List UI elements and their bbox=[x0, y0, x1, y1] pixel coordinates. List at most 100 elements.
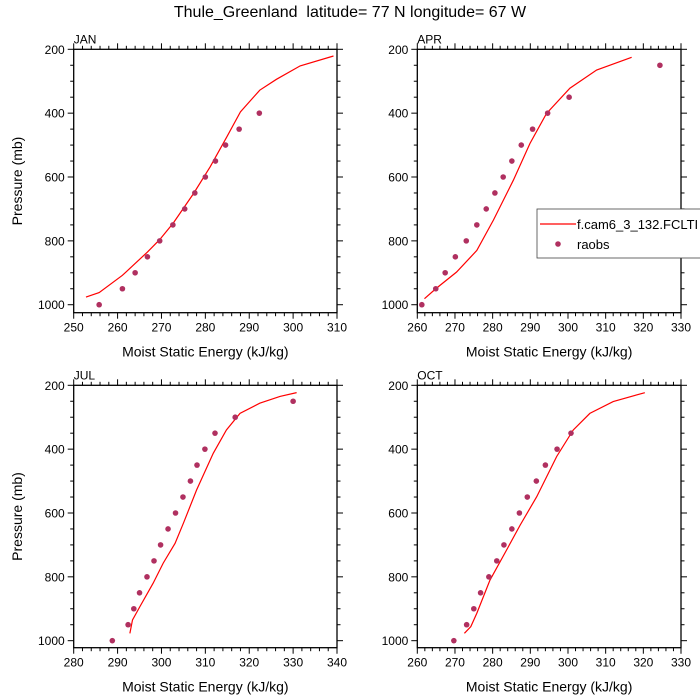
raobs-point bbox=[544, 110, 551, 116]
model-line bbox=[424, 56, 632, 300]
x-tick-label: 270 bbox=[151, 321, 171, 335]
y-tick-label: 200 bbox=[388, 379, 408, 393]
raobs-point bbox=[144, 254, 151, 260]
raobs-point bbox=[165, 526, 171, 532]
raobs-point bbox=[471, 605, 477, 612]
y-tick-label: 400 bbox=[388, 443, 408, 457]
raobs-point bbox=[119, 285, 126, 292]
raobs-point bbox=[419, 301, 425, 308]
raobs-point bbox=[657, 62, 663, 69]
raobs-point bbox=[529, 126, 536, 132]
x-tick-label: 280 bbox=[483, 321, 503, 335]
raobs-point bbox=[452, 254, 459, 260]
model-line bbox=[85, 55, 334, 298]
x-tick-label: 310 bbox=[327, 321, 347, 335]
legend-box bbox=[536, 208, 700, 259]
raobs-point bbox=[212, 158, 219, 164]
raobs-point bbox=[181, 206, 188, 212]
model-line bbox=[129, 392, 297, 634]
x-tick-label: 290 bbox=[520, 656, 540, 670]
panel-apr: 260 270 280 290 300 310 320 330 200 400 600 800 1000… bbox=[382, 32, 692, 359]
plot-frame bbox=[416, 384, 682, 649]
raobs-point bbox=[509, 158, 515, 164]
raobs-point bbox=[202, 174, 209, 180]
raobs-point bbox=[180, 494, 186, 500]
y-tick-label: 400 bbox=[45, 107, 65, 121]
x-tick-label: 330 bbox=[283, 656, 303, 670]
x-axis-label: Moist Static Energy (kJ/kg) bbox=[122, 679, 289, 695]
x-tick-label: 250 bbox=[64, 321, 84, 335]
raobs-point bbox=[144, 574, 150, 580]
raobs-point bbox=[501, 542, 507, 548]
raobs-point bbox=[492, 190, 498, 196]
panel-title: APR bbox=[417, 32, 442, 46]
figure-title: Thule_Greenland latitude= 77 N longitude… bbox=[173, 4, 527, 21]
y-tick-label: 1000 bbox=[382, 634, 409, 648]
x-tick-label: 310 bbox=[596, 656, 616, 670]
y-axis-label: Pressure (mb) bbox=[9, 137, 25, 226]
x-tick-label: 290 bbox=[108, 656, 128, 670]
y-tick-label: 800 bbox=[45, 570, 65, 584]
y-tick-label: 1000 bbox=[38, 634, 65, 648]
x-axis-label: Moist Static Energy (kJ/kg) bbox=[466, 344, 633, 360]
raobs-point bbox=[451, 637, 457, 644]
x-tick-label: 300 bbox=[558, 321, 578, 335]
raobs-point bbox=[236, 126, 242, 132]
raobs-point bbox=[474, 222, 480, 228]
raobs-point bbox=[524, 494, 531, 500]
x-tick-label: 300 bbox=[151, 656, 171, 670]
x-tick-label: 310 bbox=[195, 656, 215, 670]
raobs-point bbox=[125, 621, 131, 628]
raobs-point bbox=[463, 621, 470, 628]
plot-frame bbox=[73, 48, 338, 314]
y-tick-label: 200 bbox=[388, 43, 408, 57]
x-tick-label: 270 bbox=[445, 321, 465, 335]
x-tick-label: 320 bbox=[633, 656, 653, 670]
y-tick-label: 600 bbox=[388, 506, 408, 520]
legend-marker-swatch bbox=[555, 241, 561, 247]
x-tick-label: 270 bbox=[445, 656, 465, 670]
y-tick-label: 800 bbox=[388, 234, 408, 248]
x-tick-label: 290 bbox=[239, 321, 259, 335]
raobs-point bbox=[566, 94, 572, 100]
x-tick-label: 300 bbox=[283, 321, 303, 335]
x-tick-label: 340 bbox=[327, 656, 347, 670]
raobs-point bbox=[96, 301, 102, 308]
raobs-point bbox=[568, 430, 574, 436]
x-tick-label: 290 bbox=[520, 321, 540, 335]
y-tick-label: 600 bbox=[45, 506, 65, 520]
x-tick-label: 260 bbox=[108, 321, 128, 335]
raobs-point bbox=[131, 605, 137, 612]
y-tick-label: 1000 bbox=[382, 298, 409, 312]
x-tick-label: 280 bbox=[64, 656, 84, 670]
raobs-point bbox=[232, 414, 238, 421]
raobs-point bbox=[109, 637, 116, 644]
legend-obs-label: raobs bbox=[577, 237, 610, 252]
x-tick-label: 320 bbox=[239, 656, 259, 670]
raobs-point bbox=[192, 190, 198, 196]
x-tick-label: 330 bbox=[671, 321, 691, 335]
raobs-point bbox=[518, 142, 525, 148]
raobs-point bbox=[187, 478, 194, 484]
raobs-point bbox=[554, 446, 560, 452]
raobs-point bbox=[202, 446, 208, 452]
raobs-point bbox=[509, 526, 515, 532]
raobs-point bbox=[156, 238, 163, 244]
y-tick-label: 600 bbox=[388, 171, 408, 185]
raobs-point bbox=[516, 510, 523, 516]
raobs-point bbox=[542, 462, 549, 468]
raobs-point bbox=[432, 285, 439, 292]
raobs-point bbox=[151, 558, 157, 564]
raobs-point bbox=[500, 174, 506, 180]
raobs-point bbox=[132, 269, 138, 276]
legend-model-label: f.cam6_3_132.FCLTI bbox=[577, 217, 698, 232]
raobs-point bbox=[442, 269, 448, 276]
x-axis-label: Moist Static Energy (kJ/kg) bbox=[466, 679, 633, 695]
x-axis-label: Moist Static Energy (kJ/kg) bbox=[122, 344, 289, 360]
x-tick-label: 260 bbox=[407, 321, 427, 335]
raobs-point bbox=[256, 110, 263, 116]
y-tick-label: 400 bbox=[388, 107, 408, 121]
y-tick-label: 400 bbox=[45, 443, 65, 457]
